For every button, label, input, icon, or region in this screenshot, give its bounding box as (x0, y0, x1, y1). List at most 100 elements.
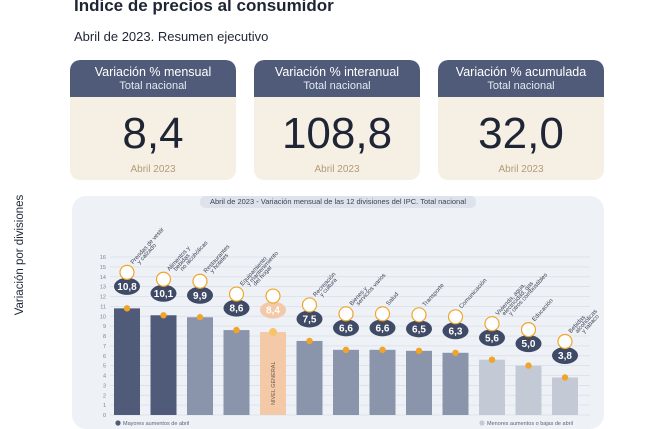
value-label: 10,8 (117, 282, 137, 293)
kpi-header: Variación % interanual Total nacional (254, 60, 420, 97)
bar (150, 315, 177, 415)
general-level-label: NIVEL GENERAL (271, 361, 277, 405)
value-badge (515, 335, 542, 353)
kpi-card-yearly: Variación % interanual Total nacional 10… (254, 60, 420, 180)
category-label: Comunicación (459, 278, 489, 310)
legend-label: Menores aumentos o bajas de abril (487, 421, 573, 427)
kpi-subtitle: Total nacional (119, 80, 187, 92)
bar-marker (196, 314, 204, 321)
y-tick-label: 3 (103, 383, 106, 389)
y-tick-label: 11 (100, 304, 106, 310)
bar (442, 352, 469, 415)
y-tick-label: 2 (103, 393, 106, 399)
bar (479, 359, 505, 415)
kpi-card-monthly: Variación % mensual Total nacional 8,4 A… (70, 60, 236, 180)
bar-marker (415, 347, 423, 355)
kpi-subtitle: Total nacional (303, 80, 371, 92)
bar (187, 317, 213, 415)
y-tick-label: 4 (103, 374, 106, 380)
bar-marker (561, 374, 569, 381)
value-label: 5,6 (485, 333, 499, 344)
bar-marker (269, 328, 277, 337)
value-badge (406, 320, 432, 338)
bar (114, 308, 140, 415)
category-label: Salud (386, 292, 401, 307)
bar-marker (488, 356, 496, 363)
page-title: Índice de precios al consumidor (74, 0, 334, 15)
kpi-value: 32,0 (478, 109, 564, 158)
value-badge (333, 319, 359, 337)
division-icon (119, 264, 135, 280)
y-tick-label: 12 (100, 295, 106, 301)
category-label: Educación (532, 298, 555, 323)
y-tick-label: 9 (103, 324, 106, 330)
division-icon (520, 322, 537, 338)
y-tick-label: 5 (103, 364, 106, 370)
bar-marker (233, 326, 240, 334)
y-tick-label: 16 (100, 255, 106, 261)
value-badge (552, 346, 578, 364)
y-tick-label: 15 (100, 265, 106, 271)
bar (406, 350, 432, 415)
value-label: 9,9 (193, 291, 207, 302)
y-tick-label: 14 (100, 275, 106, 281)
value-label: 7,5 (303, 315, 317, 326)
division-icon (374, 306, 391, 322)
bar (223, 330, 250, 415)
value-label: 10,1 (154, 289, 174, 300)
division-icon (484, 316, 500, 332)
kpi-date: Abril 2023 (130, 164, 176, 175)
bar-marker (123, 305, 131, 312)
value-badge (150, 284, 177, 302)
value-label: 6,6 (339, 323, 353, 334)
bar (333, 349, 359, 415)
kpi-title: Variación % mensual (94, 65, 212, 79)
division-icon (155, 271, 172, 287)
chart-title-text: Abril de 2023 - Variación mensual de las… (199, 196, 477, 208)
bar-marker (160, 312, 167, 319)
kpi-value: 8,4 (122, 109, 184, 158)
bar-marker (525, 362, 532, 369)
value-label: 3,8 (558, 351, 572, 362)
kpi-date: Abril 2023 (314, 164, 360, 175)
kpi-card-cumulative: Variación % acumulada Total nacional 32,… (438, 60, 604, 180)
bar (296, 340, 323, 415)
value-badge (114, 277, 140, 295)
bar-marker (306, 337, 313, 345)
value-badge (223, 299, 250, 317)
category-label: Transporte (422, 282, 446, 308)
value-badge (187, 286, 213, 304)
bar (552, 377, 578, 415)
kpi-title: Variación % acumulada (455, 65, 587, 79)
value-badge (442, 322, 469, 340)
y-tick-label: 1 (103, 403, 106, 409)
bar (369, 349, 396, 415)
value-badge (369, 319, 396, 337)
value-label: 8,4 (266, 306, 280, 317)
bar-marker (342, 346, 350, 354)
bar-marker (452, 349, 459, 356)
value-badge (260, 301, 286, 319)
bar (515, 365, 542, 415)
kpi-header: Variación % acumulada Total nacional (438, 60, 604, 97)
division-icon (301, 297, 318, 313)
division-icon (265, 288, 281, 304)
y-tick-label: 0 (103, 413, 106, 419)
category-label: Prendas de vestir (130, 227, 166, 266)
value-label: 6,3 (449, 326, 463, 337)
legend-swatch (115, 420, 121, 426)
value-label: 5,0 (522, 339, 536, 350)
value-badge (479, 329, 505, 347)
division-icon (557, 333, 573, 350)
division-icon (411, 307, 427, 323)
kpi-header: Variación % mensual Total nacional (70, 60, 236, 97)
y-tick-label: 13 (100, 285, 106, 291)
kpi-date: Abril 2023 (498, 164, 544, 175)
y-tick-label: 8 (103, 334, 106, 340)
chart-title: Abril de 2023 - Variación mensual de las… (72, 196, 604, 208)
kpi-title: Variación % interanual (274, 65, 400, 79)
bar (260, 332, 286, 415)
y-tick-label: 6 (103, 354, 106, 360)
page-subtitle: Abril de 2023. Resumen ejecutivo (74, 29, 269, 44)
